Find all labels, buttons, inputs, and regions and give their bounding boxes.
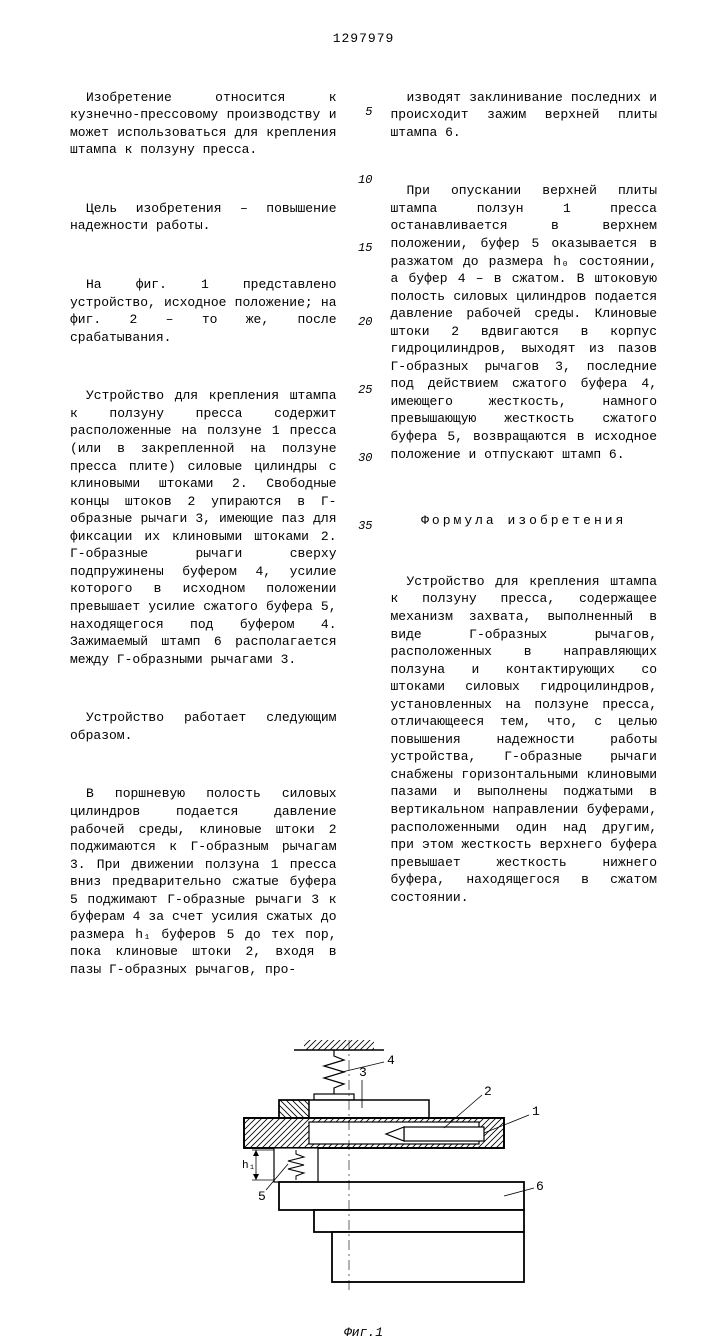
para: Устройство для крепления штампа к ползун… — [70, 387, 337, 668]
line-number: 20 — [358, 314, 372, 330]
para: Цель изобретения – повышение надежности … — [70, 200, 337, 235]
right-column: изводят заклинивание последних и происхо… — [391, 54, 658, 1020]
para: В поршневую полость силовых цилиндров по… — [70, 785, 337, 978]
para: Изобретение относится к кузнечно-прессов… — [70, 89, 337, 159]
para: На фиг. 1 представлено устройство, исход… — [70, 276, 337, 346]
para: Устройство для крепления штампа к ползун… — [391, 573, 658, 906]
line-number: 5 — [365, 104, 372, 120]
label-4: 4 — [387, 1053, 395, 1068]
figure-svg: h₁ 1 2 3 4 5 6 — [184, 1040, 544, 1320]
line-number: 10 — [358, 172, 372, 188]
line-number: 35 — [358, 518, 372, 534]
dim-h1: h₁ — [242, 1160, 255, 1172]
para: Устройство работает следующим образом. — [70, 709, 337, 744]
left-column: Изобретение относится к кузнечно-прессов… — [70, 54, 337, 1020]
line-number: 25 — [358, 382, 372, 398]
line-number-gutter: 5 10 15 20 25 30 35 — [355, 54, 373, 1020]
figure-1: h₁ 1 2 3 4 5 6 Фиг.1 — [70, 1040, 657, 1341]
figure-caption: Фиг.1 — [70, 1324, 657, 1341]
label-5: 5 — [258, 1189, 266, 1204]
line-number: 30 — [358, 450, 372, 466]
patent-number: 1297979 — [70, 30, 657, 48]
formula-heading: Формула изобретения — [391, 512, 658, 530]
para: При опускании верхней плиты штампа ползу… — [391, 182, 658, 463]
label-2: 2 — [484, 1084, 492, 1099]
label-6: 6 — [536, 1179, 544, 1194]
line-number: 15 — [358, 240, 372, 256]
para: изводят заклинивание последних и происхо… — [391, 89, 658, 142]
page: 1297979 Изобретение относится к кузнечно… — [0, 0, 707, 1000]
label-1: 1 — [532, 1104, 540, 1119]
text-columns: Изобретение относится к кузнечно-прессов… — [70, 54, 657, 1020]
